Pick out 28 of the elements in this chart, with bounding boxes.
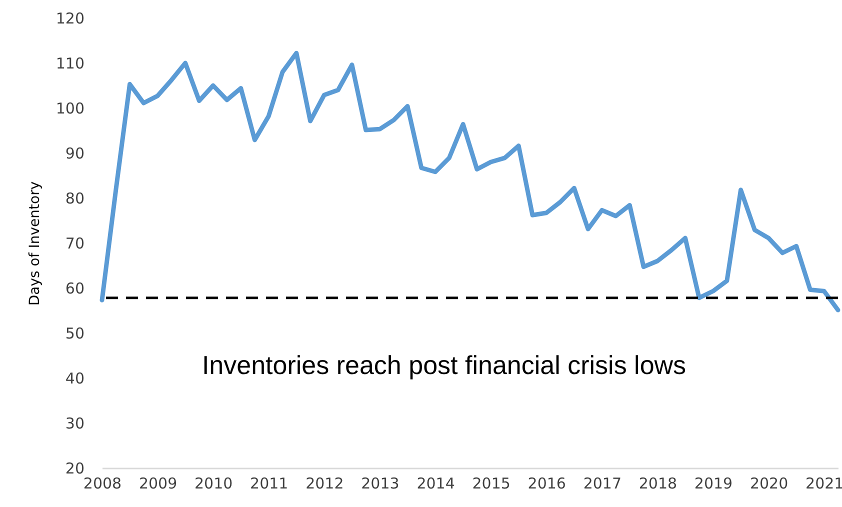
- x-tick-label: 2019: [694, 474, 733, 492]
- x-tick-label: 2021: [806, 474, 842, 492]
- y-tick-label: 110: [56, 54, 84, 72]
- x-tick-label: 2016: [528, 474, 566, 492]
- y-tick-label: 30: [65, 414, 84, 432]
- x-tick-label: 2012: [306, 474, 344, 492]
- x-tick-label: 2010: [194, 474, 233, 492]
- y-tick-label: 120: [56, 10, 84, 28]
- y-tick-label: 100: [56, 100, 84, 118]
- y-tick-label: 60: [65, 280, 84, 298]
- annotation: Inventories reach post financial crisis lows: [202, 350, 686, 380]
- y-axis-title: Days of Inventory: [26, 181, 43, 306]
- x-tick-label: 2008: [83, 474, 122, 492]
- y-tick-label: 90: [65, 144, 84, 162]
- x-tick-label: 2011: [250, 474, 288, 492]
- y-tick-label: 70: [65, 234, 84, 252]
- x-tick-label: 2013: [361, 474, 400, 492]
- y-tick-label: 40: [65, 370, 84, 388]
- x-tick-label: 2017: [583, 474, 622, 492]
- x-tick-label: 2009: [138, 474, 178, 492]
- y-tick-label: 80: [65, 190, 84, 208]
- x-tick-label: 2018: [638, 474, 678, 492]
- x-tick-label: 2015: [472, 474, 510, 492]
- x-tick-label: 2014: [416, 474, 455, 492]
- y-tick-label: 50: [65, 324, 84, 342]
- line-series: [100, 50, 840, 312]
- y-tick-label: 20: [65, 460, 84, 478]
- x-tick-label: 2020: [750, 474, 788, 492]
